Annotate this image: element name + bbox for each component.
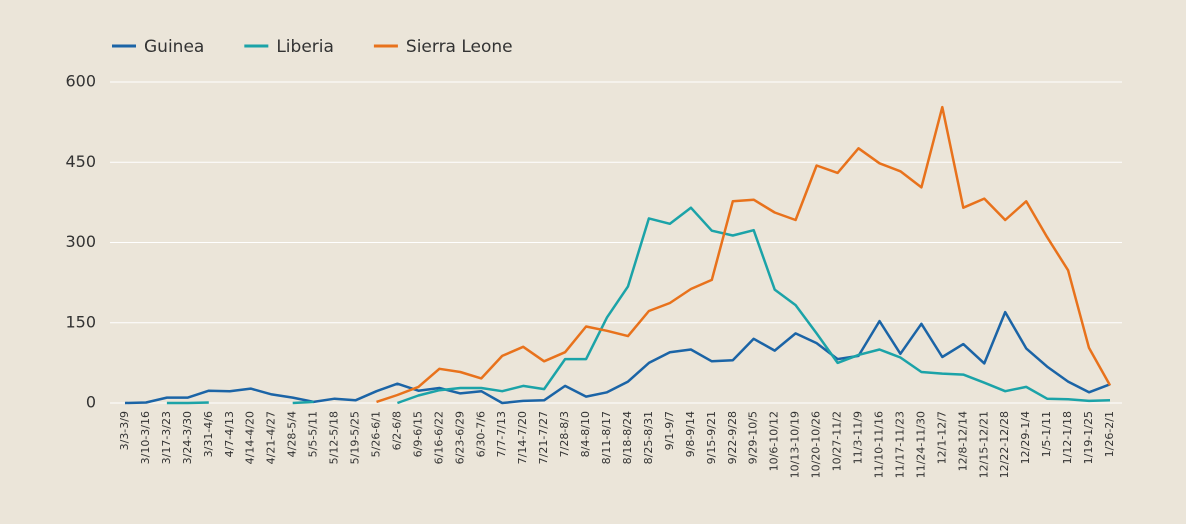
y-tick-label: 450 (65, 152, 96, 171)
x-tick-label: 3/31-4/6 (202, 411, 215, 457)
x-tick-label: 12/15-12/21 (977, 411, 990, 478)
x-tick-label: 10/27-11/2 (831, 411, 844, 471)
series-line (376, 105, 1112, 404)
x-tick-label: 11/17-11/23 (893, 411, 906, 478)
x-tick-label: 12/22-12/28 (998, 411, 1011, 478)
x-tick-label: 8/4-8/10 (579, 411, 592, 457)
x-tick-label: 7/28-8/3 (558, 411, 571, 457)
y-tick-label: 150 (65, 312, 96, 331)
x-tick-label: 5/5-5/11 (307, 411, 320, 457)
x-tick-label: 11/24-11/30 (914, 411, 927, 478)
x-tick-label: 12/1-12/7 (935, 411, 948, 464)
x-tick-label: 7/7-7/13 (495, 411, 508, 457)
y-tick-label: 300 (65, 232, 96, 251)
x-tick-label: 6/9-6/15 (411, 411, 424, 457)
x-tick-label: 10/6-10/12 (768, 411, 781, 471)
x-tick-label: 9/15-9/21 (705, 411, 718, 464)
legend-label: Sierra Leone (406, 37, 513, 57)
x-tick-label: 3/24-3/30 (181, 411, 194, 464)
x-tick-label: 12/8-12/14 (956, 411, 969, 471)
x-tick-label: 3/17-3/23 (160, 411, 173, 464)
x-tick-label: 8/25-8/31 (642, 411, 655, 464)
x-tick-label: 9/1-9/7 (663, 411, 676, 450)
x-tick-label: 1/12-1/18 (1061, 411, 1074, 464)
x-tick-label: 1/26-2/1 (1103, 411, 1116, 457)
x-tick-label: 5/19-5/25 (349, 411, 362, 464)
x-tick-label: 7/14-7/20 (516, 411, 529, 464)
y-tick-label: 600 (65, 72, 96, 91)
x-tick-label: 4/14-4/20 (244, 411, 257, 464)
x-tick-label: 10/13-10/19 (789, 411, 802, 478)
x-tick-label: 8/11-8/17 (600, 411, 613, 464)
x-tick-label: 9/22-9/28 (726, 411, 739, 464)
x-tick-label: 1/5-1/11 (1040, 411, 1053, 457)
x-tick-label: 4/21-4/27 (265, 411, 278, 464)
legend-label: Guinea (144, 37, 204, 57)
series-line (124, 310, 1111, 405)
x-tick-label: 3/10-3/16 (139, 411, 152, 464)
x-tick-label: 4/28-5/4 (286, 411, 299, 457)
y-tick-label: 0 (86, 393, 96, 412)
x-tick-label: 7/21-7/27 (537, 411, 550, 464)
x-tick-label: 5/12-5/18 (328, 411, 341, 464)
x-tick-label: 9/29-10/5 (747, 411, 760, 464)
x-tick-label: 12/29-1/4 (1019, 411, 1032, 464)
x-tick-label: 4/7-4/13 (223, 411, 236, 457)
x-tick-label: 5/26-6/1 (369, 411, 382, 457)
x-tick-label: 10/20-10/26 (810, 411, 823, 478)
legend-label: Liberia (276, 37, 334, 57)
x-tick-label: 8/18-8/24 (621, 411, 634, 464)
x-tick-label: 11/3-11/9 (852, 411, 865, 464)
x-tick-label: 6/2-6/8 (390, 411, 403, 450)
x-tick-label: 6/16-6/22 (432, 411, 445, 464)
series-line (166, 206, 1111, 405)
x-tick-label: 11/10-11/16 (872, 411, 885, 478)
x-tick-label: 1/19-1/25 (1082, 411, 1095, 464)
x-tick-label: 3/3-3/9 (118, 411, 131, 450)
x-tick-label: 6/23-6/29 (453, 411, 466, 464)
x-tick-label: 6/30-7/6 (474, 411, 487, 457)
x-tick-label: 9/8-9/14 (684, 411, 697, 457)
